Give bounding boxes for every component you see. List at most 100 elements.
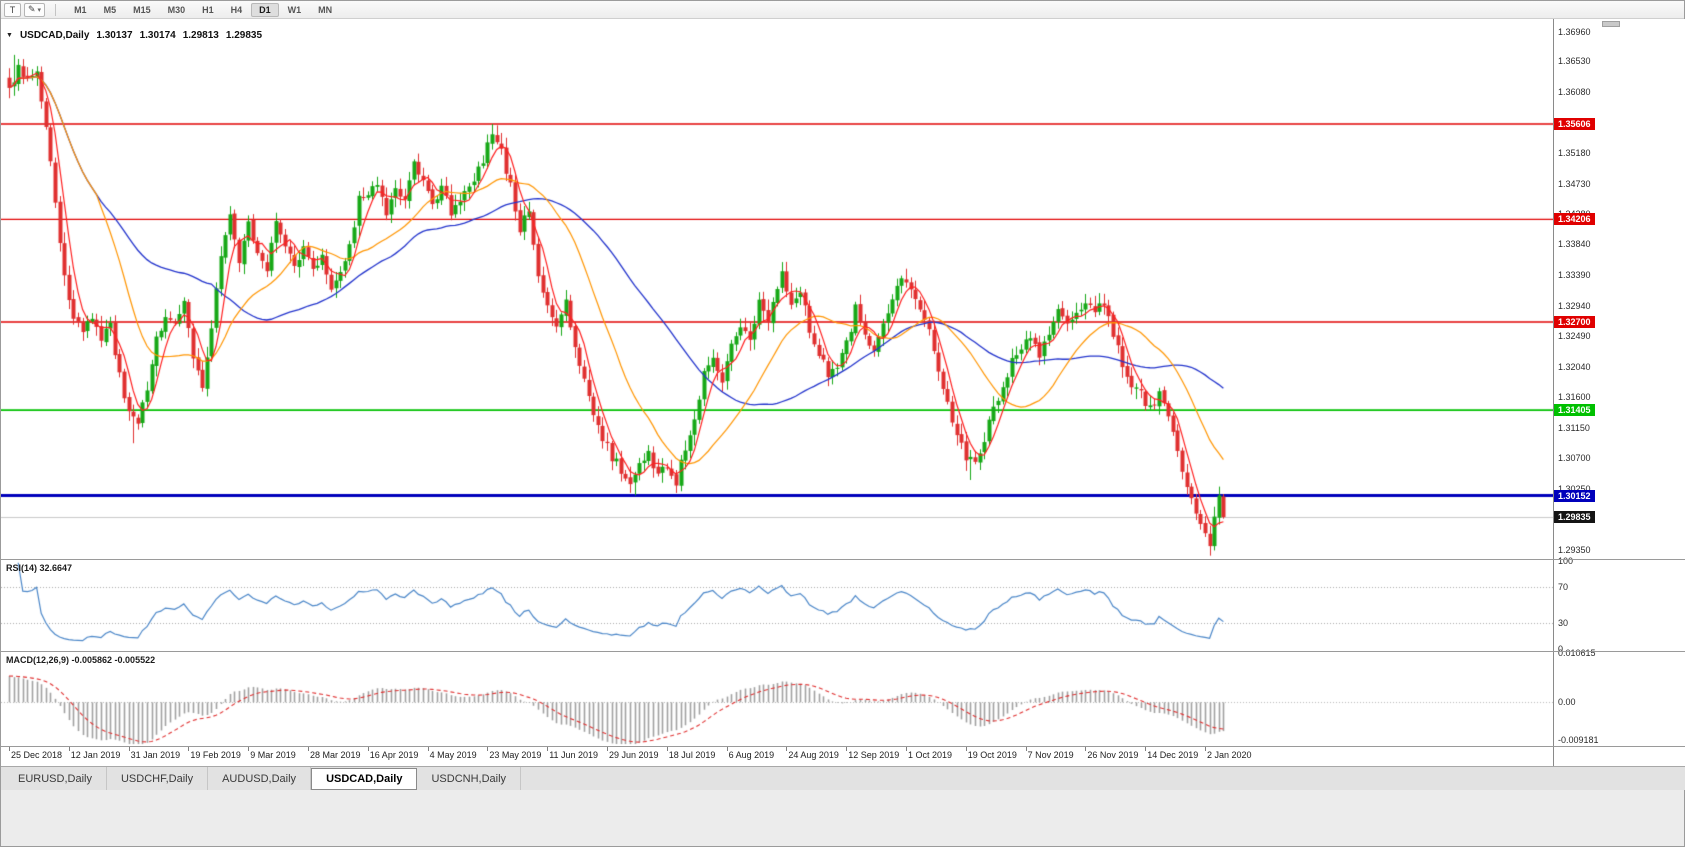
date-label: 7 Nov 2019 (1027, 750, 1074, 760)
symbol-tab-usdchf[interactable]: USDCHF,Daily (107, 767, 209, 790)
date-label: 19 Feb 2019 (190, 750, 241, 760)
date-label: 31 Jan 2019 (130, 750, 181, 760)
pencil-icon: ✎ (28, 4, 36, 14)
timeframe-button-m1[interactable]: M1 (74, 4, 87, 15)
date-label: 1 Oct 2019 (908, 750, 953, 760)
date-label: 19 Oct 2019 (967, 750, 1017, 760)
timeframe-buttons: M1 M5 M15 M30 H1 H4 D1 W1 MN (66, 2, 340, 17)
pane-separator-main-rsi[interactable] (1, 559, 1685, 560)
macd-level-label: 0.010615 (1558, 648, 1596, 658)
chart-ohlc-header: ▼ USDCAD,Daily 1.30137 1.30174 1.29813 1… (6, 30, 262, 41)
chart-scrollbar-thumb[interactable] (1602, 21, 1620, 27)
date-label: 2 Jan 2020 (1207, 750, 1252, 760)
date-tick-mark (1145, 747, 1147, 751)
pane-separator-rsi-macd[interactable] (1, 651, 1685, 652)
date-tick-mark (786, 747, 788, 751)
ohlc-low: 1.29813 (182, 30, 219, 41)
ohlc-open: 1.30137 (96, 30, 133, 41)
date-tick-mark (547, 747, 549, 751)
timeframe-button-h4[interactable]: H4 (230, 4, 243, 15)
date-tick-mark (9, 747, 10, 751)
date-tick-mark (846, 747, 848, 751)
timeframe-button-m15[interactable]: M15 (133, 4, 151, 15)
macd-level-label: 0.00 (1558, 697, 1576, 708)
ohlc-high: 1.30174 (139, 30, 176, 41)
hline-price-label: 1.35606 (1554, 117, 1595, 130)
date-tick-mark (308, 747, 309, 751)
price-tick-label: 1.33840 (1558, 239, 1591, 250)
chart-window: ▼ USDCAD,Daily 1.30137 1.30174 1.29813 1… (1, 19, 1685, 766)
timeframe-button-h1[interactable]: H1 (202, 4, 214, 15)
toolbar-separator (55, 3, 57, 16)
macd-label: MACD(12,26,9) -0.005862 -0.005522 (6, 655, 156, 665)
date-tick-mark (188, 747, 190, 751)
date-tick-mark (906, 747, 907, 751)
date-label: 14 Dec 2019 (1147, 750, 1199, 760)
symbol-tab-usdcnh[interactable]: USDCNH,Daily (417, 767, 522, 790)
chart-symbol: USDCAD,Daily (19, 30, 90, 41)
date-tick-mark (1085, 747, 1087, 751)
rsi-level-label: 100 (1558, 556, 1574, 566)
current-price-label: 1.29835 (1554, 511, 1595, 524)
date-label: 4 May 2019 (429, 750, 477, 760)
symbol-tab-usdcad[interactable]: USDCAD,Daily (311, 768, 418, 790)
hline-price-label: 1.31405 (1554, 404, 1595, 417)
price-tick-label: 1.36960 (1558, 26, 1591, 37)
dropdown-caret-icon: ▾ (37, 6, 42, 14)
collapse-triangle-icon[interactable]: ▼ (6, 32, 13, 39)
timeframe-button-m30[interactable]: M30 (167, 4, 186, 15)
date-tick-mark (666, 747, 668, 751)
date-label: 28 Mar 2019 (310, 750, 361, 760)
hline-price-label: 1.34206 (1554, 213, 1595, 226)
macd-level-label: -0.009181 (1558, 735, 1599, 745)
price-tick-label: 1.36080 (1558, 86, 1591, 97)
date-label: 12 Jan 2019 (70, 750, 121, 760)
date-tick-mark (128, 747, 130, 751)
date-label: 9 Mar 2019 (250, 750, 296, 760)
timeframe-button-m5[interactable]: M5 (103, 4, 117, 15)
draw-tool-button[interactable]: ✎ ▾ (24, 2, 46, 17)
date-label: 18 Jul 2019 (668, 750, 716, 760)
date-label: 26 Nov 2019 (1087, 750, 1139, 760)
text-tool-button[interactable]: T (4, 2, 21, 17)
toolbar: T ✎ ▾ M1 M5 M15 M30 H1 H4 D1 W1 MN (1, 1, 1684, 19)
symbol-tab-eurusd[interactable]: EURUSD,Daily (4, 767, 107, 790)
timeframe-button-mn[interactable]: MN (318, 4, 333, 15)
timeframe-button-d1[interactable]: D1 (251, 2, 279, 17)
pane-separator-macd-timeaxis (1, 746, 1685, 747)
rsi-level-label: 0 (1558, 644, 1564, 654)
price-tick-label: 1.35180 (1558, 147, 1591, 158)
date-label: 11 Jun 2019 (549, 750, 599, 760)
date-tick-mark (487, 747, 489, 751)
price-tick-label: 1.29350 (1558, 545, 1591, 556)
date-label: 6 Aug 2019 (728, 750, 775, 760)
date-tick-mark (248, 747, 250, 751)
date-tick-mark (367, 747, 369, 751)
date-tick-mark (68, 747, 70, 751)
date-label: 12 Sep 2019 (848, 750, 900, 760)
date-label: 23 May 2019 (489, 750, 542, 760)
price-tick-label: 1.32040 (1558, 361, 1591, 372)
date-tick-mark (427, 747, 429, 751)
date-label: 24 Aug 2019 (788, 750, 839, 760)
price-chart-canvas[interactable] (1, 19, 1553, 766)
date-tick-mark (965, 747, 967, 751)
price-tick-label: 1.30700 (1558, 453, 1591, 464)
symbol-tab-audusd[interactable]: AUDUSD,Daily (208, 767, 312, 790)
date-label: 16 Apr 2019 (369, 750, 419, 760)
rsi-level-label: 70 (1558, 582, 1569, 593)
ohlc-close: 1.29835 (225, 30, 263, 41)
price-tick-label: 1.32490 (1558, 331, 1591, 342)
price-tick-label: 1.31600 (1558, 391, 1591, 402)
timeframe-button-w1[interactable]: W1 (287, 4, 302, 15)
date-tick-mark (1205, 747, 1206, 751)
date-tick-mark (726, 747, 728, 751)
text-tool-icon: T (9, 4, 16, 15)
price-tick-label: 1.34730 (1558, 178, 1591, 189)
symbol-tabs: EURUSD,Daily USDCHF,Daily AUDUSD,Daily USDC… (1, 766, 1685, 790)
rsi-label: RSI(14) 32.6647 (6, 563, 73, 573)
date-tick-mark (1025, 747, 1027, 751)
price-axis[interactable] (1553, 19, 1685, 766)
price-tick-label: 1.32940 (1558, 300, 1591, 311)
date-label: 29 Jun 2019 (609, 750, 659, 760)
